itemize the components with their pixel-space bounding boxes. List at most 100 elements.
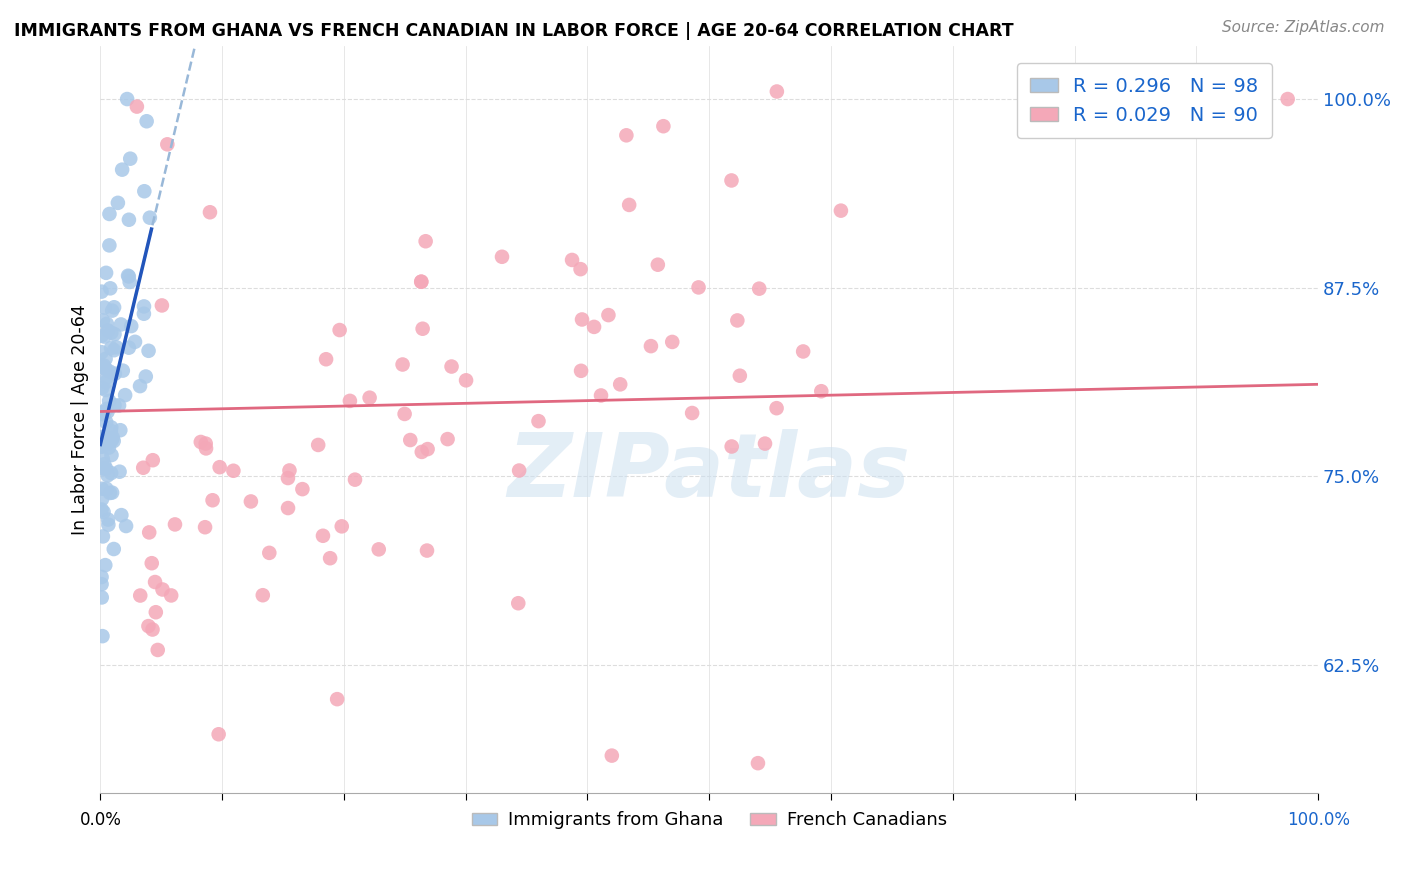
Point (115, 519, 138, 533)
Point (103, 434, 125, 448)
Point (94, 266, 117, 280)
Point (754, 436, 776, 450)
Point (97, 441, 120, 455)
Point (688, 280, 710, 294)
Point (98, 207, 121, 221)
Point (640, 339, 662, 353)
Point (98, 364, 121, 378)
Point (110, 423, 132, 437)
Point (142, 453, 165, 467)
Point (97, 468, 120, 483)
Point (96, 415, 118, 429)
Point (725, 313, 748, 327)
Point (90, 285, 112, 299)
Point (132, 307, 155, 321)
Point (609, 377, 631, 392)
Point (93, 359, 115, 373)
Text: 100.0%: 100.0% (1286, 812, 1350, 830)
Point (91, 430, 114, 444)
Point (312, 529, 335, 543)
Point (120, 152, 142, 166)
Point (291, 482, 314, 496)
Point (343, 473, 366, 487)
Point (277, 501, 299, 516)
Point (508, 463, 530, 477)
Point (100, 341, 122, 355)
Point (93, 405, 115, 419)
Point (93, 329, 115, 343)
Point (259, 546, 281, 560)
Point (91, 629, 114, 643)
Y-axis label: In Labor Force | Age 20-64: In Labor Force | Age 20-64 (72, 304, 89, 535)
Point (728, 368, 751, 383)
Point (134, 184, 156, 198)
Point (589, 388, 612, 402)
Point (90, 591, 112, 605)
Point (100, 466, 122, 480)
Point (194, 520, 217, 534)
Point (96, 431, 118, 445)
Point (96, 375, 118, 389)
Point (100, 424, 122, 438)
Point (208, 727, 231, 741)
Point (208, 460, 231, 475)
Point (101, 431, 124, 445)
Point (108, 398, 131, 412)
Point (115, 92, 138, 106)
Point (103, 541, 125, 556)
Point (103, 327, 125, 342)
Point (569, 262, 592, 277)
Point (98, 238, 121, 252)
Point (94, 362, 117, 376)
Point (195, 442, 218, 456)
Point (138, 525, 160, 540)
Point (616, 128, 638, 143)
Point (411, 445, 433, 459)
Point (108, 465, 131, 479)
Point (792, 344, 814, 359)
Point (90, 502, 112, 516)
Point (810, 384, 832, 399)
Point (96, 370, 118, 384)
Point (440, 359, 463, 374)
Point (129, 589, 152, 603)
Point (94, 461, 117, 475)
Point (830, 203, 852, 218)
Point (143, 575, 166, 590)
Point (111, 162, 134, 177)
Text: Source: ZipAtlas.com: Source: ZipAtlas.com (1222, 20, 1385, 35)
Point (135, 114, 157, 128)
Point (96, 317, 118, 331)
Point (583, 319, 606, 334)
Point (152, 582, 174, 597)
Point (720, 440, 742, 454)
Point (90, 577, 112, 591)
Point (118, 275, 141, 289)
Point (100, 448, 122, 462)
Point (222, 464, 245, 478)
Point (239, 494, 262, 508)
Point (561, 252, 583, 267)
Point (100, 434, 122, 448)
Point (96, 405, 118, 419)
Point (329, 323, 352, 337)
Point (367, 542, 389, 557)
Point (598, 308, 620, 322)
Point (571, 312, 593, 326)
Point (412, 322, 434, 336)
Point (454, 373, 477, 387)
Point (103, 343, 125, 358)
Point (319, 551, 342, 566)
Point (91, 381, 114, 395)
Point (141, 556, 163, 570)
Point (96, 482, 118, 496)
Point (527, 414, 550, 428)
Point (101, 485, 124, 500)
Point (190, 434, 212, 449)
Point (125, 100, 148, 114)
Point (339, 393, 361, 408)
Point (107, 195, 129, 210)
Point (508, 596, 530, 610)
Point (146, 643, 169, 657)
Point (163, 517, 186, 532)
